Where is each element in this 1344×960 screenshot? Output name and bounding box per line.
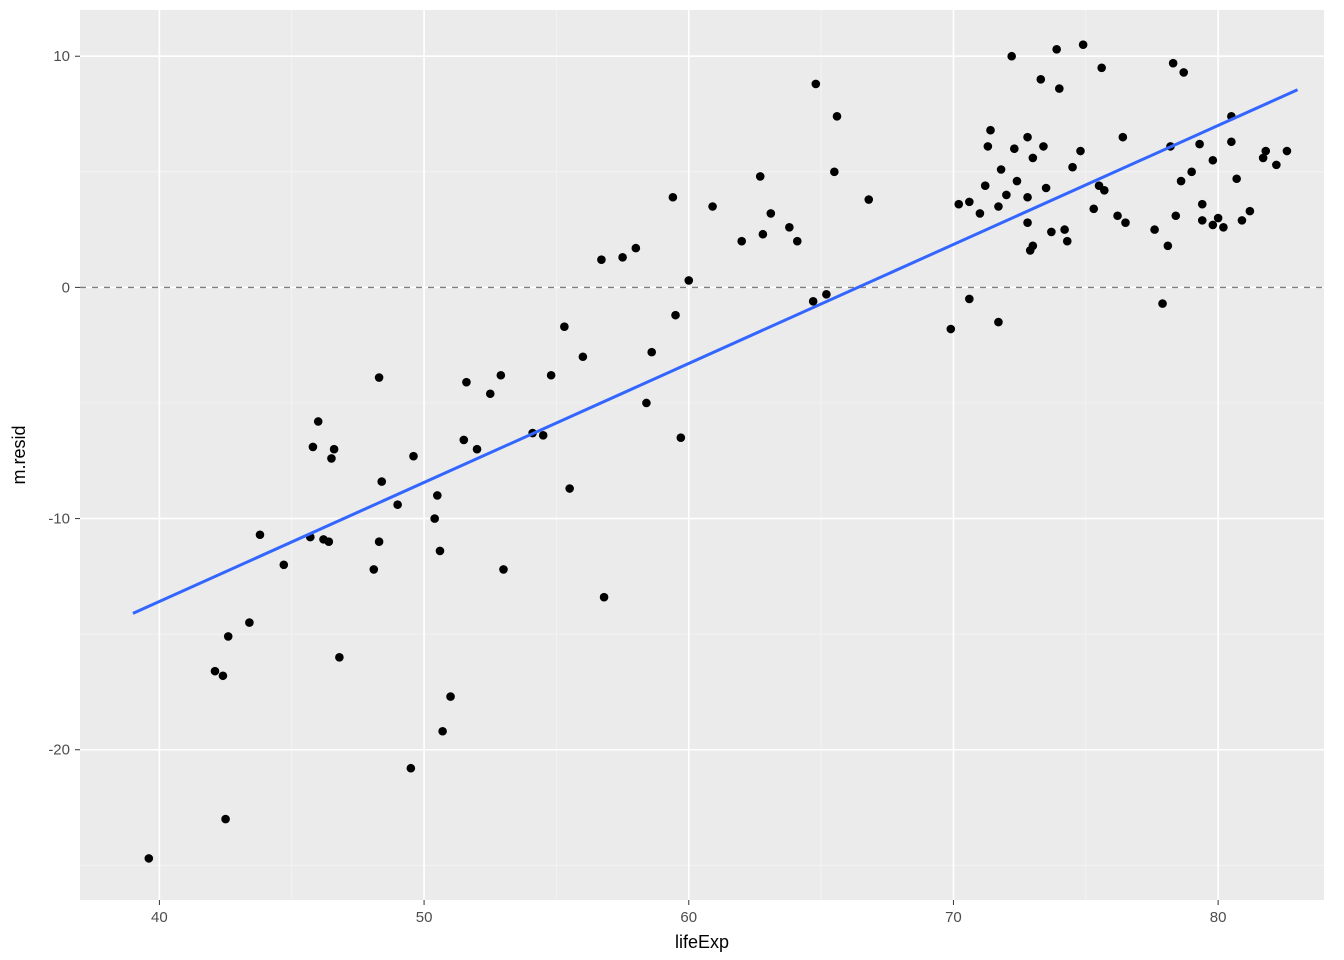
y-tick-label: 0 [62,279,70,296]
x-tick-label: 50 [416,909,433,926]
x-tick-label: 80 [1210,909,1227,926]
plot-panel [80,10,1324,900]
y-tick-label: -20 [48,742,70,759]
chart-container: 40 50 60 70 80 -20 -10 0 10 lifeExp m.resid [0,0,1344,960]
x-tick-label: 40 [151,909,168,926]
y-axis-label: m.resid [9,425,29,484]
y-tick-label: 10 [53,48,70,65]
scatter-chart: 40 50 60 70 80 -20 -10 0 10 lifeExp m.resid [0,0,1344,960]
x-axis-label: lifeExp [675,932,729,952]
y-tick-label: -10 [48,511,70,528]
x-tick-label: 70 [945,909,962,926]
x-tick-label: 60 [680,909,697,926]
